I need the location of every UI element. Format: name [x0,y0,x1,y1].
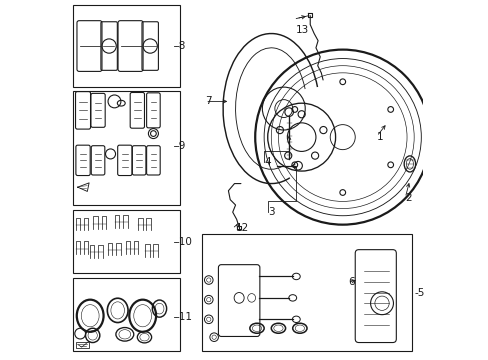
Bar [73,91,180,205]
Text: -5: -5 [414,288,424,297]
Text: 7: 7 [205,96,211,107]
Text: 6: 6 [347,277,354,287]
Text: 13: 13 [296,25,309,35]
Bar [201,234,411,351]
Text: 1: 1 [376,132,383,142]
Text: -9: -9 [176,141,186,151]
Text: -11: -11 [176,312,193,322]
Bar [73,210,180,273]
Text: 2: 2 [405,193,411,203]
Bar [73,278,180,351]
Text: -8: -8 [176,41,186,51]
Text: 3: 3 [267,207,274,217]
Text: 4: 4 [264,157,270,167]
Text: 12: 12 [235,223,248,233]
Text: -10: -10 [176,237,192,247]
Bar [73,5,180,87]
